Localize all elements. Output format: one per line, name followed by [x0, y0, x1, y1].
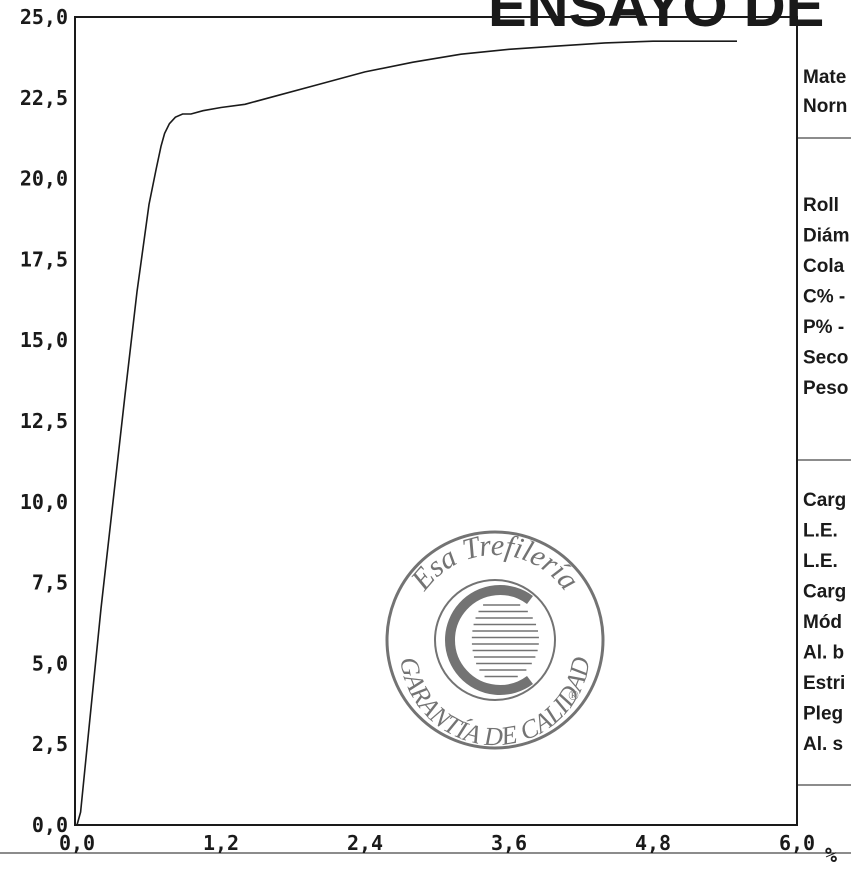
series-line — [76, 40, 737, 826]
x-axis-ticks: 0,0 1,2 2,4 3,6 4,8 6,0 — [59, 831, 815, 855]
y-tick-label: 15,0 — [20, 328, 68, 352]
side-panel-label: Cola — [803, 256, 845, 277]
y-tick-label: 20,0 — [20, 167, 68, 191]
y-tick-label: 5,0 — [32, 651, 68, 675]
stamp-logo-c — [445, 585, 533, 695]
side-panel-label: C% - — [803, 287, 845, 308]
x-tick-label: 1,2 — [203, 831, 239, 855]
stamp-bottom-text: GARANTÍA DE CALIDAD — [394, 654, 596, 751]
stamp-registered-mark: ® — [568, 689, 579, 704]
side-panel-label: Diám — [803, 226, 849, 247]
report-title: ENSAYO DE T — [488, 0, 851, 39]
stamp-inner-ring — [434, 579, 556, 701]
x-tick-label: 6,0 — [779, 831, 815, 855]
side-panel-label: Pleg — [803, 704, 843, 725]
side-panel-label: Mate — [803, 67, 846, 88]
x-tick-label: 0,0 — [59, 831, 95, 855]
side-panel-label: Carg — [803, 490, 846, 511]
plot-frame — [74, 16, 798, 826]
side-panel-label: Carg — [803, 582, 846, 603]
x-axis-unit: % — [825, 843, 837, 867]
x-tick-label: 3,6 — [491, 831, 527, 855]
stamp-outer-ring — [385, 530, 605, 750]
y-tick-label: 17,5 — [20, 247, 68, 271]
side-panel-label: Peso — [803, 378, 848, 399]
y-tick-label: 12,5 — [20, 409, 68, 433]
stamp-hatching — [471, 604, 539, 678]
side-panel-label: L.E. — [803, 521, 838, 542]
side-panel-label: Estri — [803, 673, 845, 694]
y-tick-label: 10,0 — [20, 490, 68, 514]
y-tick-label: 25,0 — [20, 5, 68, 29]
y-tick-label: 2,5 — [32, 732, 68, 756]
side-panel-label: P% - — [803, 317, 844, 338]
y-tick-label: 22,5 — [20, 86, 68, 110]
side-panel-section-material: Mate Norn — [803, 67, 847, 117]
quality-stamp: Esa Trefilería GARANTÍA DE CALIDAD ® — [385, 529, 605, 751]
side-panel-label: Al. s — [803, 734, 843, 755]
y-axis-ticks: 0,0 2,5 5,0 7,5 10,0 12,5 15,0 17,5 20,0 22,5 25,0 — [20, 5, 68, 837]
side-panel-section-results: Carg L.E. L.E. Carg Mód Al. b Estri Pleg Al. s — [803, 490, 846, 755]
y-tick-label: 7,5 — [32, 571, 68, 595]
side-panel-label: Norn — [803, 96, 847, 117]
x-tick-label: 2,4 — [347, 831, 383, 855]
side-panel-section-specimen: Roll Diám Cola C% - P% - Seco Peso — [803, 195, 849, 399]
side-panel-label: Roll — [803, 195, 839, 216]
side-panel-label: Seco — [803, 348, 848, 369]
side-panel-label: Al. b — [803, 643, 844, 664]
x-tick-label: 4,8 — [635, 831, 671, 855]
side-panel-label: L.E. — [803, 551, 838, 572]
y-tick-label: 0,0 — [32, 813, 68, 837]
side-panel-label: Mód — [803, 612, 842, 633]
